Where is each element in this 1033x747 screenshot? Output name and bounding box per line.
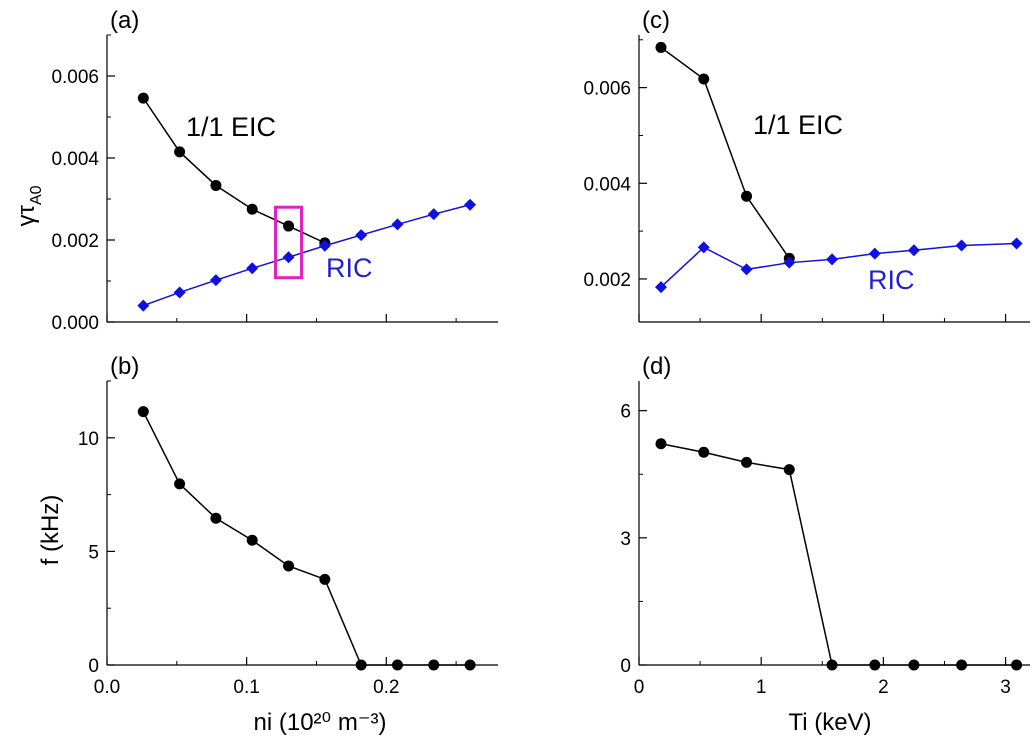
series-line-f (142, 411, 471, 666)
y-axis-title-main: γτ (13, 205, 40, 227)
data-point-circle (283, 560, 295, 572)
data-point-circle (283, 220, 295, 232)
x-tick-label: 2 (878, 677, 889, 698)
y-tick-label: 0.002 (51, 231, 99, 252)
panel-c: (c) 1/1 EIC RIC 0.002 0.004 0.006 (583, 7, 1030, 323)
x-tick-label: 3 (1000, 677, 1011, 698)
data-point-diamond (282, 251, 295, 264)
data-point-diamond (464, 198, 477, 211)
data-point-diamond (355, 229, 368, 242)
data-point-circle (355, 659, 367, 671)
y-tick-label: 5 (88, 542, 99, 563)
data-point-diamond (907, 244, 920, 257)
data-point-circle (174, 478, 186, 490)
data-point-diamond (697, 241, 710, 254)
x-tick-label: 0 (634, 677, 645, 698)
data-point-circle (246, 534, 258, 546)
series-line-f (660, 442, 1017, 666)
data-point-diamond (246, 262, 259, 275)
data-point-circle (319, 573, 331, 585)
panel-label-b: (b) (110, 353, 139, 380)
data-point-diamond (137, 299, 150, 312)
y-tick-label: 0.004 (51, 149, 99, 170)
y-tick-label: 0.004 (583, 174, 631, 195)
data-point-circle (137, 406, 149, 418)
series-line-1-1-eic (142, 97, 326, 244)
data-point-circle (741, 190, 753, 202)
data-point-diamond (826, 253, 839, 266)
data-point-circle (174, 146, 186, 158)
data-point-circle (698, 446, 710, 458)
y-tick-label: 0.000 (51, 313, 99, 334)
annotation-ric-a: RIC (326, 253, 373, 283)
data-point-diamond (955, 239, 968, 252)
data-point-circle (698, 73, 710, 85)
data-point-circle (869, 659, 881, 671)
data-point-circle (464, 659, 476, 671)
series-line-ric (660, 242, 1017, 288)
data-point-circle (137, 92, 149, 104)
annotation-eic-c: 1/1 EIC (753, 110, 843, 140)
data-point-circle (246, 203, 258, 215)
data-point-diamond (318, 239, 331, 252)
y-tick-label: 0.006 (51, 67, 99, 88)
y-tick-label: 6 (620, 402, 631, 423)
data-point-circle (210, 179, 222, 191)
y-axis-title-a: γτA0 (13, 185, 45, 226)
highlight-box (274, 205, 304, 280)
data-point-circle (655, 438, 667, 450)
data-point-circle (826, 659, 838, 671)
series-line-ric (143, 204, 471, 307)
panel-a: (a) 1/1 EIC RIC γτA0 0.000 0.002 0.004 0.00… (13, 7, 498, 334)
data-point-circle (741, 456, 753, 468)
y-tick-label: 0.006 (583, 79, 631, 100)
x-tick-label: 1 (756, 677, 767, 698)
panel-label-d: (d) (642, 353, 671, 380)
data-point-circle (428, 659, 440, 671)
data-point-diamond (740, 263, 753, 276)
y-tick-label: 10 (78, 429, 99, 450)
data-point-diamond (391, 218, 404, 231)
y-tick-label: 0.002 (583, 270, 631, 291)
annotation-ric-c: RIC (868, 265, 915, 295)
x-axis-title-d: Ti (keV) (788, 709, 871, 736)
data-point-circle (908, 659, 920, 671)
data-point-circle (1011, 659, 1023, 671)
panel-b: (b) f (kHz) ni (10²⁰ m⁻³) 0.0 0.1 0.2 0 5 10 (37, 353, 498, 736)
data-point-diamond (868, 247, 881, 260)
panel-label-c: (c) (642, 7, 670, 34)
data-point-diamond (173, 286, 186, 299)
svg-text:γτA0: γτA0 (13, 185, 45, 226)
x-axis-title-b: ni (10²⁰ m⁻³) (254, 709, 387, 736)
series-line-1-1-eic (660, 46, 790, 259)
data-point-diamond (654, 281, 667, 294)
data-point-diamond (1010, 237, 1023, 250)
x-tick-label: 0.1 (233, 677, 259, 698)
x-tick-label: 0.2 (373, 677, 399, 698)
data-point-circle (391, 659, 403, 671)
y-tick-label: 0 (620, 656, 631, 677)
data-point-diamond (427, 208, 440, 221)
y-tick-label: 0 (88, 656, 99, 677)
panel-label-a: (a) (110, 7, 139, 34)
data-point-diamond (783, 256, 796, 269)
data-point-circle (655, 41, 667, 53)
annotation-eic-a: 1/1 EIC (186, 112, 276, 142)
y-tick-label: 3 (620, 529, 631, 550)
data-point-circle (783, 464, 795, 476)
data-point-circle (956, 659, 968, 671)
panel-d: (d) Ti (keV) 0 1 2 3 0 3 6 (620, 353, 1030, 736)
x-tick-label: 0.0 (94, 677, 120, 698)
y-axis-title-sub: A0 (28, 185, 45, 205)
y-axis-title-b: f (kHz) (37, 495, 64, 566)
data-point-diamond (209, 274, 222, 287)
data-point-circle (210, 512, 222, 524)
